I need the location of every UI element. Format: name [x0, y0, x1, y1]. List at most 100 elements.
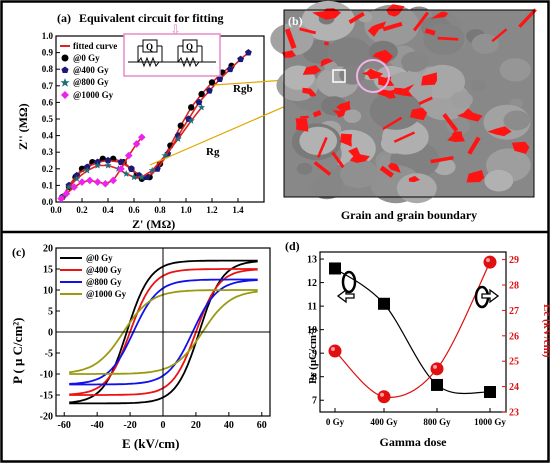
ec-marker [430, 362, 444, 376]
panel-a-ytick-label: 0.0 [42, 197, 54, 207]
panel-c-xtick-label: 20 [191, 420, 201, 431]
panel-a-ytick-label: 0.7 [42, 81, 54, 91]
panel-a-point [101, 179, 110, 188]
panel-a-ytick-label: 0.5 [42, 114, 54, 124]
equivalent-circuit-inset: Q Q [123, 33, 221, 77]
grain [499, 58, 531, 82]
legend-c-0gy-label: @0 Gy [86, 253, 113, 263]
panel-a-point [226, 65, 234, 73]
panel-a-point [109, 176, 117, 185]
panel-a-point [62, 189, 71, 198]
panel-c-ytick-label: 15 [43, 265, 53, 276]
panel-a-axes: 0.0 0.2 0.4 0.6 0.8 1.0 1.2 1.4 0.0 0.1 0.2 0.3 0.4 0… [42, 31, 244, 215]
grain-boundary [316, 136, 328, 158]
grain-boundary [430, 155, 454, 164]
panel-d-ytick-right-label: 25 [509, 357, 519, 368]
panel-b-label: (b) [288, 14, 303, 28]
panel-a-title: Equivalent circuit for fitting [79, 11, 224, 25]
panel-c-loop [69, 268, 258, 396]
panel-d-axes: 0 Gy 400 Gy 800 Gy 1000 Gy 7 8 9 10 11 12 13 23 24 25… [307, 255, 519, 427]
grain-boundary [447, 131, 465, 142]
grain [369, 91, 422, 130]
panel-c-ytick-label: 0 [48, 328, 53, 339]
panel-c-ytick-label: 10 [43, 286, 53, 297]
grain-highlight-circle [356, 59, 390, 93]
grain [343, 109, 362, 123]
panel-a-point [177, 122, 184, 129]
grain-boundary [336, 100, 351, 112]
grain-boundary [466, 170, 485, 183]
grain-boundary [348, 147, 370, 163]
panel-c-xtick-label: 40 [224, 420, 234, 431]
panel-a-annot-rg: Rg [206, 146, 220, 158]
left-arrow-icon [336, 288, 355, 304]
grain-boundary [511, 141, 530, 154]
grain-boundary [408, 175, 420, 183]
panel-a-annot-rgb: Rgb [233, 83, 253, 95]
pr-marker [378, 297, 390, 310]
panel-d-xtick-label: 0 Gy [326, 417, 345, 427]
grain-boundary [392, 87, 404, 95]
grain-boundary [367, 21, 387, 37]
panel-a-xtick-label: 1.4 [232, 205, 244, 215]
legend-0gy-label: @0 Gy [73, 53, 100, 63]
panel-a-xtick-label: 0.6 [128, 205, 140, 215]
panel-a-legend: fitted curve @0 Gy @400 Gy @800 Gy @1000… [60, 41, 117, 100]
panel-a-point [216, 75, 224, 83]
panel-a-point [104, 156, 112, 164]
grain-boundary [312, 110, 322, 118]
cpe-2-label: Q [186, 42, 193, 52]
resistor-1 [137, 56, 160, 68]
panel-a-point [130, 173, 138, 181]
grain [470, 79, 487, 92]
grain [327, 37, 372, 71]
micrograph-frame [283, 9, 535, 198]
legend-fit-label: fitted curve [73, 41, 117, 51]
panel-d-ytick-left-label: 7 [312, 396, 317, 407]
panel-c-ytick-label: -20 [40, 412, 53, 423]
grain-boundary [302, 87, 317, 97]
grain-boundary [302, 65, 321, 75]
panel-d-ylabel-left: Pr (μC/cm²) [307, 328, 319, 384]
legend-c-800gy-label: @800 Gy [86, 277, 122, 287]
grain [299, 126, 338, 156]
ec-marker-highlight [331, 347, 335, 352]
grain-boundary [372, 49, 394, 64]
panel-a-point [195, 98, 203, 106]
panel-d-xtick-label: 1000 Gy [474, 417, 506, 427]
panel-a-point [198, 90, 205, 98]
grain-boundary [409, 107, 428, 121]
panel-a-point [208, 79, 216, 86]
panel-c-loop [69, 259, 258, 405]
micrograph-grains [270, 0, 537, 204]
grain-boundary [331, 151, 345, 169]
grain [296, 162, 313, 175]
grain-boundary [382, 21, 403, 32]
panel-a-ytick-label: 1.0 [42, 31, 54, 41]
panel-a-xtick-label: 1.2 [206, 205, 218, 215]
panel-a-point [198, 103, 206, 111]
panel-a-point [70, 183, 78, 191]
panel-c-xtick-label: 60 [257, 420, 267, 431]
grain [340, 159, 379, 189]
panel-d-xtick-label: 400 Gy [370, 417, 398, 427]
panel-a-point [93, 178, 102, 186]
panel-a-series [57, 49, 252, 202]
panel-c-ytick-label: -10 [40, 370, 53, 381]
panel-a-point [122, 170, 130, 177]
panel-d-ytick-right-label: 24 [509, 382, 519, 393]
panel-c-ytick-label: 20 [43, 244, 53, 255]
pr-marker [484, 386, 496, 398]
grain-boundary [377, 89, 398, 99]
legend-0gy-swatch [61, 54, 69, 62]
grain-boundary [299, 27, 317, 35]
grain [503, 110, 531, 131]
legend-400gy-swatch [61, 66, 69, 73]
panel-a-label: (a) [57, 11, 71, 25]
panel-a-point [128, 165, 135, 172]
ec-marker [377, 390, 391, 404]
panel-a-point [78, 178, 86, 186]
grain-boundary [467, 136, 481, 155]
